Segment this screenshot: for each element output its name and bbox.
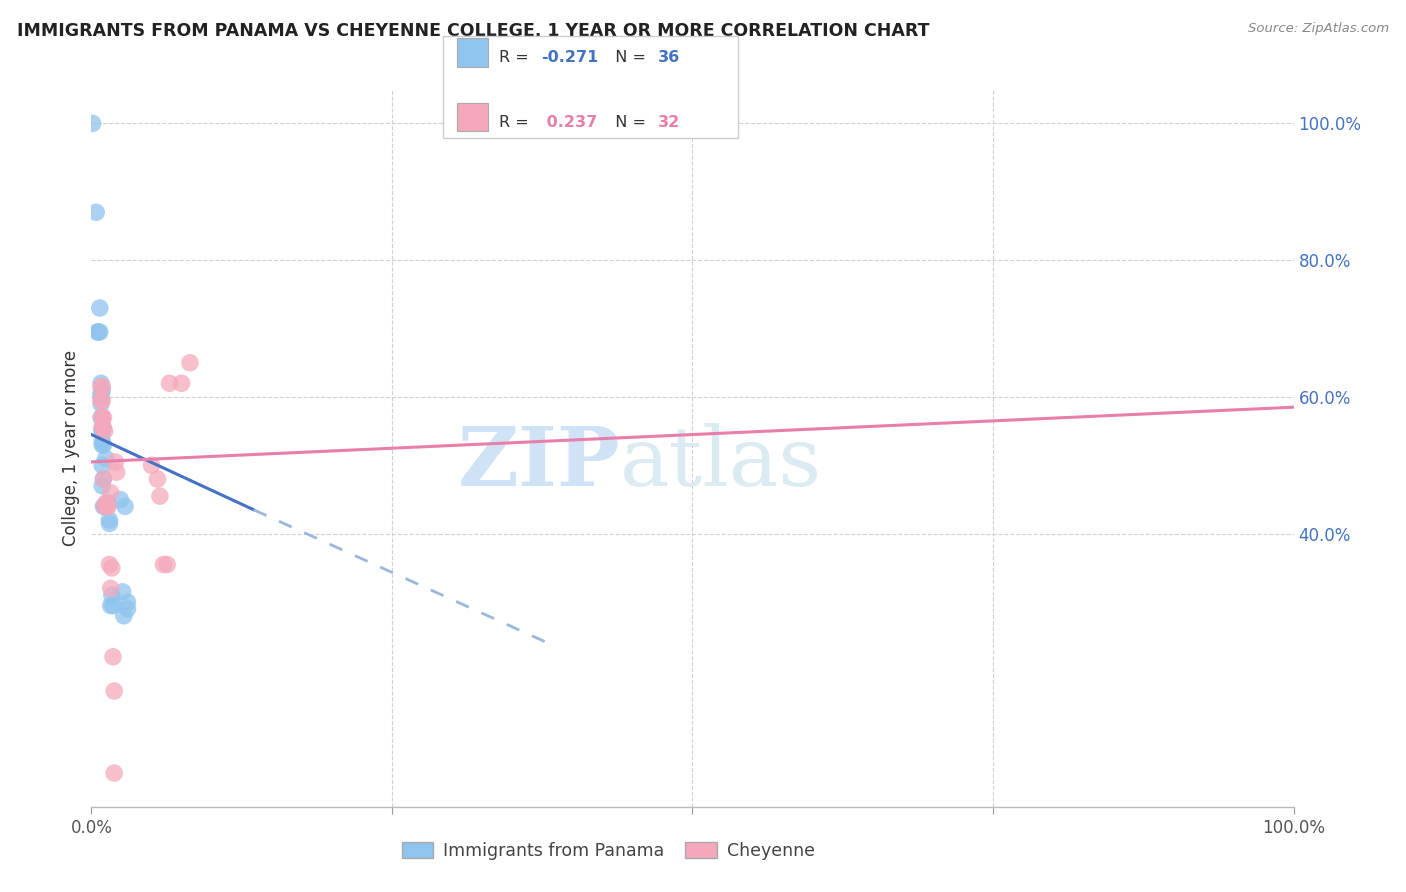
Point <box>91 393 114 408</box>
Point <box>93 410 115 425</box>
Point <box>91 420 114 434</box>
Point <box>93 500 115 514</box>
Point <box>86 325 108 339</box>
Point <box>117 595 139 609</box>
Point <box>170 376 193 391</box>
Point <box>98 513 121 527</box>
Point <box>90 410 112 425</box>
Point <box>104 455 127 469</box>
Point <box>93 420 115 434</box>
Point <box>93 424 115 438</box>
Point <box>94 496 117 510</box>
Point <box>100 599 122 613</box>
Text: N =: N = <box>605 51 651 65</box>
Point <box>91 383 114 397</box>
Point <box>90 393 112 408</box>
Point <box>149 489 172 503</box>
Point <box>103 684 125 698</box>
Point <box>91 410 114 425</box>
Point <box>91 420 114 434</box>
Point <box>90 390 112 404</box>
Point <box>91 380 114 394</box>
Text: N =: N = <box>605 115 651 129</box>
Point <box>91 458 114 473</box>
Point <box>90 397 112 411</box>
Text: atlas: atlas <box>620 423 823 502</box>
Point <box>141 458 163 473</box>
Text: 0.237: 0.237 <box>541 115 598 129</box>
Point <box>105 465 128 479</box>
Point <box>90 386 112 401</box>
Point <box>101 561 124 575</box>
Point <box>93 500 115 514</box>
Point <box>117 602 139 616</box>
Point <box>98 516 121 531</box>
Text: R =: R = <box>499 51 534 65</box>
Point <box>110 492 132 507</box>
Legend: Immigrants from Panama, Cheyenne: Immigrants from Panama, Cheyenne <box>395 835 823 867</box>
Text: Source: ZipAtlas.com: Source: ZipAtlas.com <box>1249 22 1389 36</box>
Point <box>152 558 174 572</box>
Point <box>97 496 120 510</box>
Point <box>111 585 134 599</box>
Point <box>91 424 114 438</box>
Point <box>100 582 122 596</box>
Point <box>101 588 124 602</box>
Point <box>87 325 110 339</box>
Point <box>146 472 169 486</box>
Point <box>159 376 181 391</box>
Point <box>101 649 124 664</box>
Text: 32: 32 <box>658 115 681 129</box>
Point <box>101 599 124 613</box>
Point <box>90 380 112 394</box>
Point <box>82 116 104 130</box>
Point <box>179 356 201 370</box>
Point <box>93 472 115 486</box>
Point <box>91 479 114 493</box>
Point <box>84 205 107 219</box>
Point <box>100 485 122 500</box>
Point <box>89 301 111 315</box>
Text: 36: 36 <box>658 51 681 65</box>
Y-axis label: College, 1 year or more: College, 1 year or more <box>62 351 80 546</box>
Point <box>91 438 114 452</box>
Point <box>112 608 135 623</box>
Point <box>91 434 114 449</box>
Point <box>90 376 112 391</box>
Point <box>103 766 125 780</box>
Point <box>91 424 114 438</box>
Text: IMMIGRANTS FROM PANAMA VS CHEYENNE COLLEGE, 1 YEAR OR MORE CORRELATION CHART: IMMIGRANTS FROM PANAMA VS CHEYENNE COLLE… <box>17 22 929 40</box>
Text: -0.271: -0.271 <box>541 51 599 65</box>
Point <box>94 451 117 466</box>
Point <box>97 500 120 514</box>
Point <box>89 325 111 339</box>
Point <box>93 438 115 452</box>
Point <box>93 500 115 514</box>
Point <box>156 558 179 572</box>
Point <box>96 500 118 514</box>
Point <box>91 410 114 425</box>
Point <box>93 472 115 486</box>
Text: ZIP: ZIP <box>458 423 620 502</box>
Text: R =: R = <box>499 115 534 129</box>
Point <box>114 500 136 514</box>
Point <box>98 558 121 572</box>
